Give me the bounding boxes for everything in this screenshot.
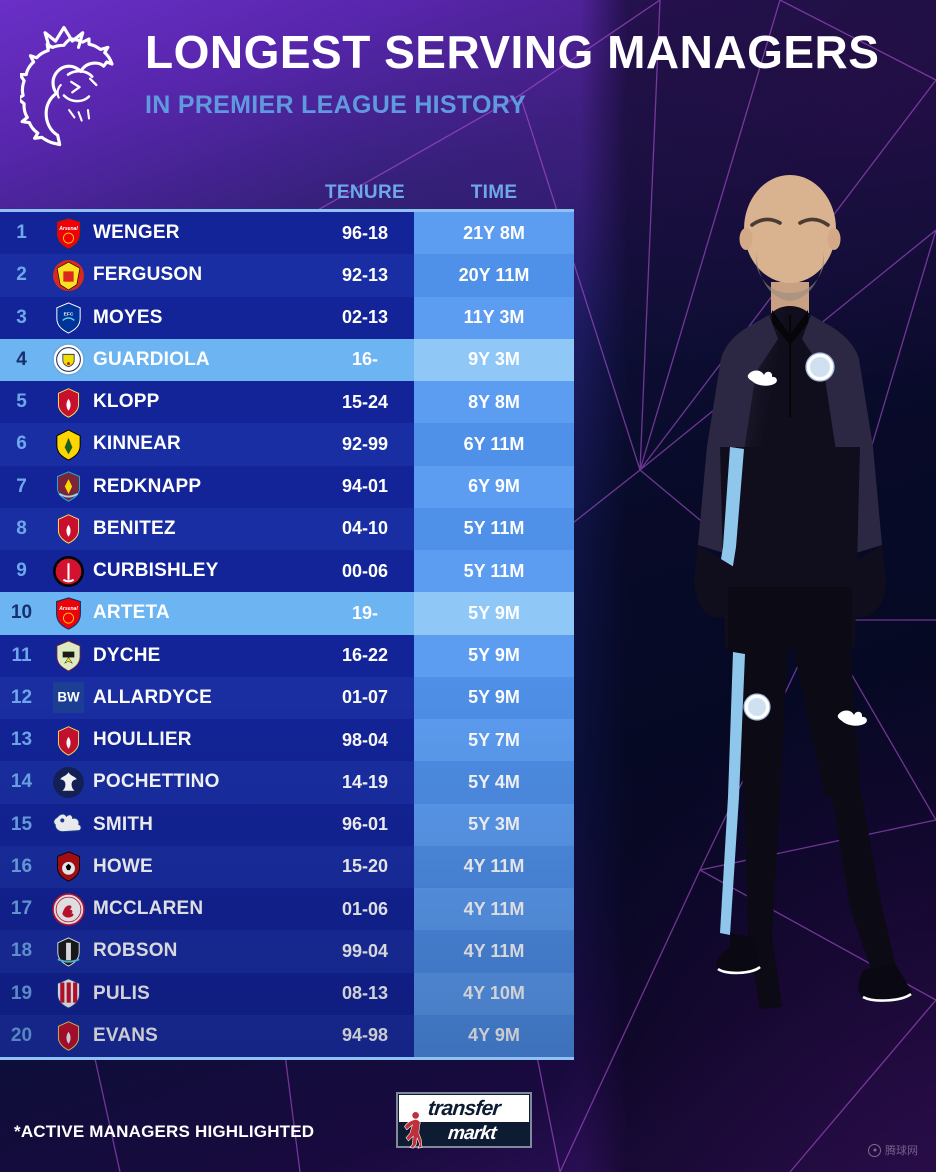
svg-text:BW: BW [57, 690, 80, 705]
svg-text:Arsenal: Arsenal [58, 606, 78, 612]
svg-text:Arsenal: Arsenal [58, 225, 78, 231]
svg-text:EFC: EFC [63, 312, 73, 318]
